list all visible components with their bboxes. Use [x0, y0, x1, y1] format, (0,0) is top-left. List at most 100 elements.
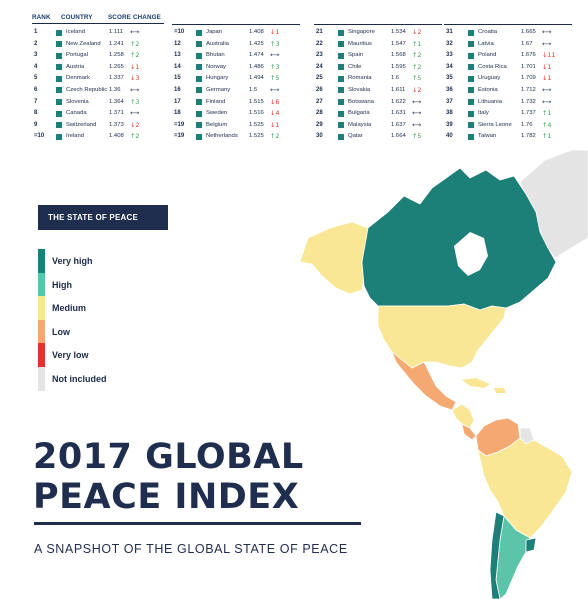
legend-label: High: [52, 279, 72, 290]
peace-level-swatch: [338, 29, 344, 36]
change-amount: 2: [417, 85, 422, 94]
column-divider: [444, 24, 572, 25]
arrow-up-icon: ↑5: [270, 74, 280, 83]
legend-label: Not included: [52, 373, 107, 384]
country-name: Norway: [206, 63, 226, 70]
arrow-up-icon: ↑2: [130, 132, 140, 141]
arrow-up-icon: ↑5: [412, 74, 422, 83]
arrow-up-icon: ↑2: [412, 62, 422, 71]
score-value: 1.568: [391, 52, 406, 59]
legend-swatch: [38, 272, 45, 297]
rank-number: 22: [316, 40, 323, 47]
table-row: 39 Sierra Leone 1.76 ↑4: [444, 120, 572, 132]
peace-level-swatch: [56, 99, 62, 106]
region-cuba: [462, 378, 490, 388]
country-name: Sierra Leone: [478, 121, 512, 128]
score-value: 1.622: [391, 98, 406, 105]
peace-level-swatch: [56, 133, 62, 140]
legend-item: Very low: [38, 343, 178, 367]
rank-number: 5: [34, 75, 38, 82]
region-chile: [489, 511, 505, 599]
country-name: Malaysia: [348, 121, 372, 128]
table-row: 18 Sweden 1.516 ↓4: [172, 108, 300, 120]
score-value: 1.515: [249, 98, 264, 105]
country-name: Slovenia: [66, 98, 89, 105]
title-line-1: 2017 GLOBAL: [33, 437, 304, 477]
score-value: 1.525: [249, 133, 264, 140]
peace-level-swatch: [468, 52, 474, 59]
rank-number: =10: [34, 133, 45, 140]
country-name: Ireland: [66, 133, 85, 140]
rank-number: 13: [174, 52, 181, 59]
rank-number: =19: [174, 133, 185, 140]
table-row: 37 Lithuania 1.732 ⟷: [444, 97, 572, 109]
change-amount: 1: [275, 28, 280, 36]
country-name: Slovakia: [348, 86, 371, 93]
table-row: 27 Botswana 1.622 ⟷: [314, 97, 442, 109]
change-amount: 2: [135, 39, 140, 48]
score-value: 1.547: [391, 40, 406, 47]
table-row: 7 Slovenia 1.364 ↑3: [32, 97, 160, 109]
no-change-icon: ⟷: [270, 85, 280, 94]
table-row: 14 Norway 1.486 ↑3: [172, 62, 300, 74]
rank-number: 30: [316, 133, 323, 140]
region-south-america-north: [477, 437, 573, 539]
country-name: Botswana: [348, 98, 374, 105]
rank-number: 9: [34, 121, 38, 128]
rank-number: 31: [446, 29, 453, 35]
no-change-icon: ⟷: [542, 39, 552, 48]
peace-level-swatch: [196, 29, 202, 36]
score-value: 1.494: [249, 75, 264, 82]
rank-number: 16: [174, 86, 181, 93]
legend-item: Low: [38, 319, 178, 344]
table-row: 34 Costa Rica 1.701 ↓1: [444, 62, 572, 74]
table-row: 3 Portugal 1.258 ↑2: [32, 50, 160, 62]
score-value: 1.5: [249, 86, 258, 93]
column-divider: [314, 24, 442, 25]
score-value: 1.631: [391, 110, 406, 117]
arrow-up-icon: ↑2: [130, 51, 140, 60]
change-amount: 4: [547, 120, 552, 129]
table-row: 17 Finland 1.515 ↓6: [172, 97, 300, 109]
change-amount: 2: [135, 132, 140, 141]
table-row: 33 Poland 1.676 ↓11: [444, 50, 572, 62]
page-title: 2017 GLOBAL PEACE INDEX: [33, 437, 363, 517]
score-value: 1.525: [249, 121, 264, 128]
score-value: 1.337: [109, 75, 124, 82]
score-value: 1.111: [109, 29, 123, 35]
change-amount: 2: [417, 62, 422, 71]
table-row: 35 Uruguay 1.709 ↓1: [444, 73, 572, 85]
score-value: 1.595: [391, 63, 406, 70]
score-value: 1.701: [521, 63, 536, 70]
change-amount: 5: [417, 132, 422, 141]
arrow-down-icon: ↓1: [130, 62, 140, 71]
score-value: 1.676: [521, 52, 536, 59]
table-row: =10 Japan 1.408 ↓1: [172, 27, 300, 39]
change-amount: 1: [275, 120, 280, 129]
score-value: 1.258: [109, 52, 124, 59]
arrow-up-icon: ↑2: [130, 39, 140, 48]
table-row: 22 Mauritius 1.547 ↑1: [314, 39, 442, 51]
arrow-down-icon: ↓2: [412, 85, 422, 94]
arrow-up-icon: ↑3: [130, 97, 140, 106]
score-value: 1.516: [249, 110, 264, 117]
rank-number: 25: [316, 75, 323, 82]
table-row: 21 Singapore 1.534 ↓2: [314, 27, 442, 39]
country-name: Croatia: [478, 29, 497, 35]
country-name: Netherlands: [206, 133, 238, 140]
arrow-down-icon: ↓2: [412, 28, 422, 36]
peace-level-swatch: [338, 75, 344, 82]
peace-level-swatch: [338, 41, 344, 48]
score-value: 1.732: [521, 98, 536, 105]
change-amount: 1: [547, 132, 552, 141]
header-rank: RANK: [32, 14, 51, 21]
legend-title: THE STATE OF PEACE: [38, 205, 168, 230]
peace-level-swatch: [338, 122, 344, 129]
table-row: 28 Bulgaria 1.631 ⟷: [314, 108, 442, 120]
score-value: 1.371: [109, 110, 124, 117]
table-row: 24 Chile 1.595 ↑2: [314, 62, 442, 74]
legend-label: Very low: [52, 350, 89, 360]
peace-level-swatch: [196, 87, 202, 94]
no-change-icon: ⟷: [542, 85, 552, 94]
arrow-up-icon: ↑3: [270, 62, 280, 71]
